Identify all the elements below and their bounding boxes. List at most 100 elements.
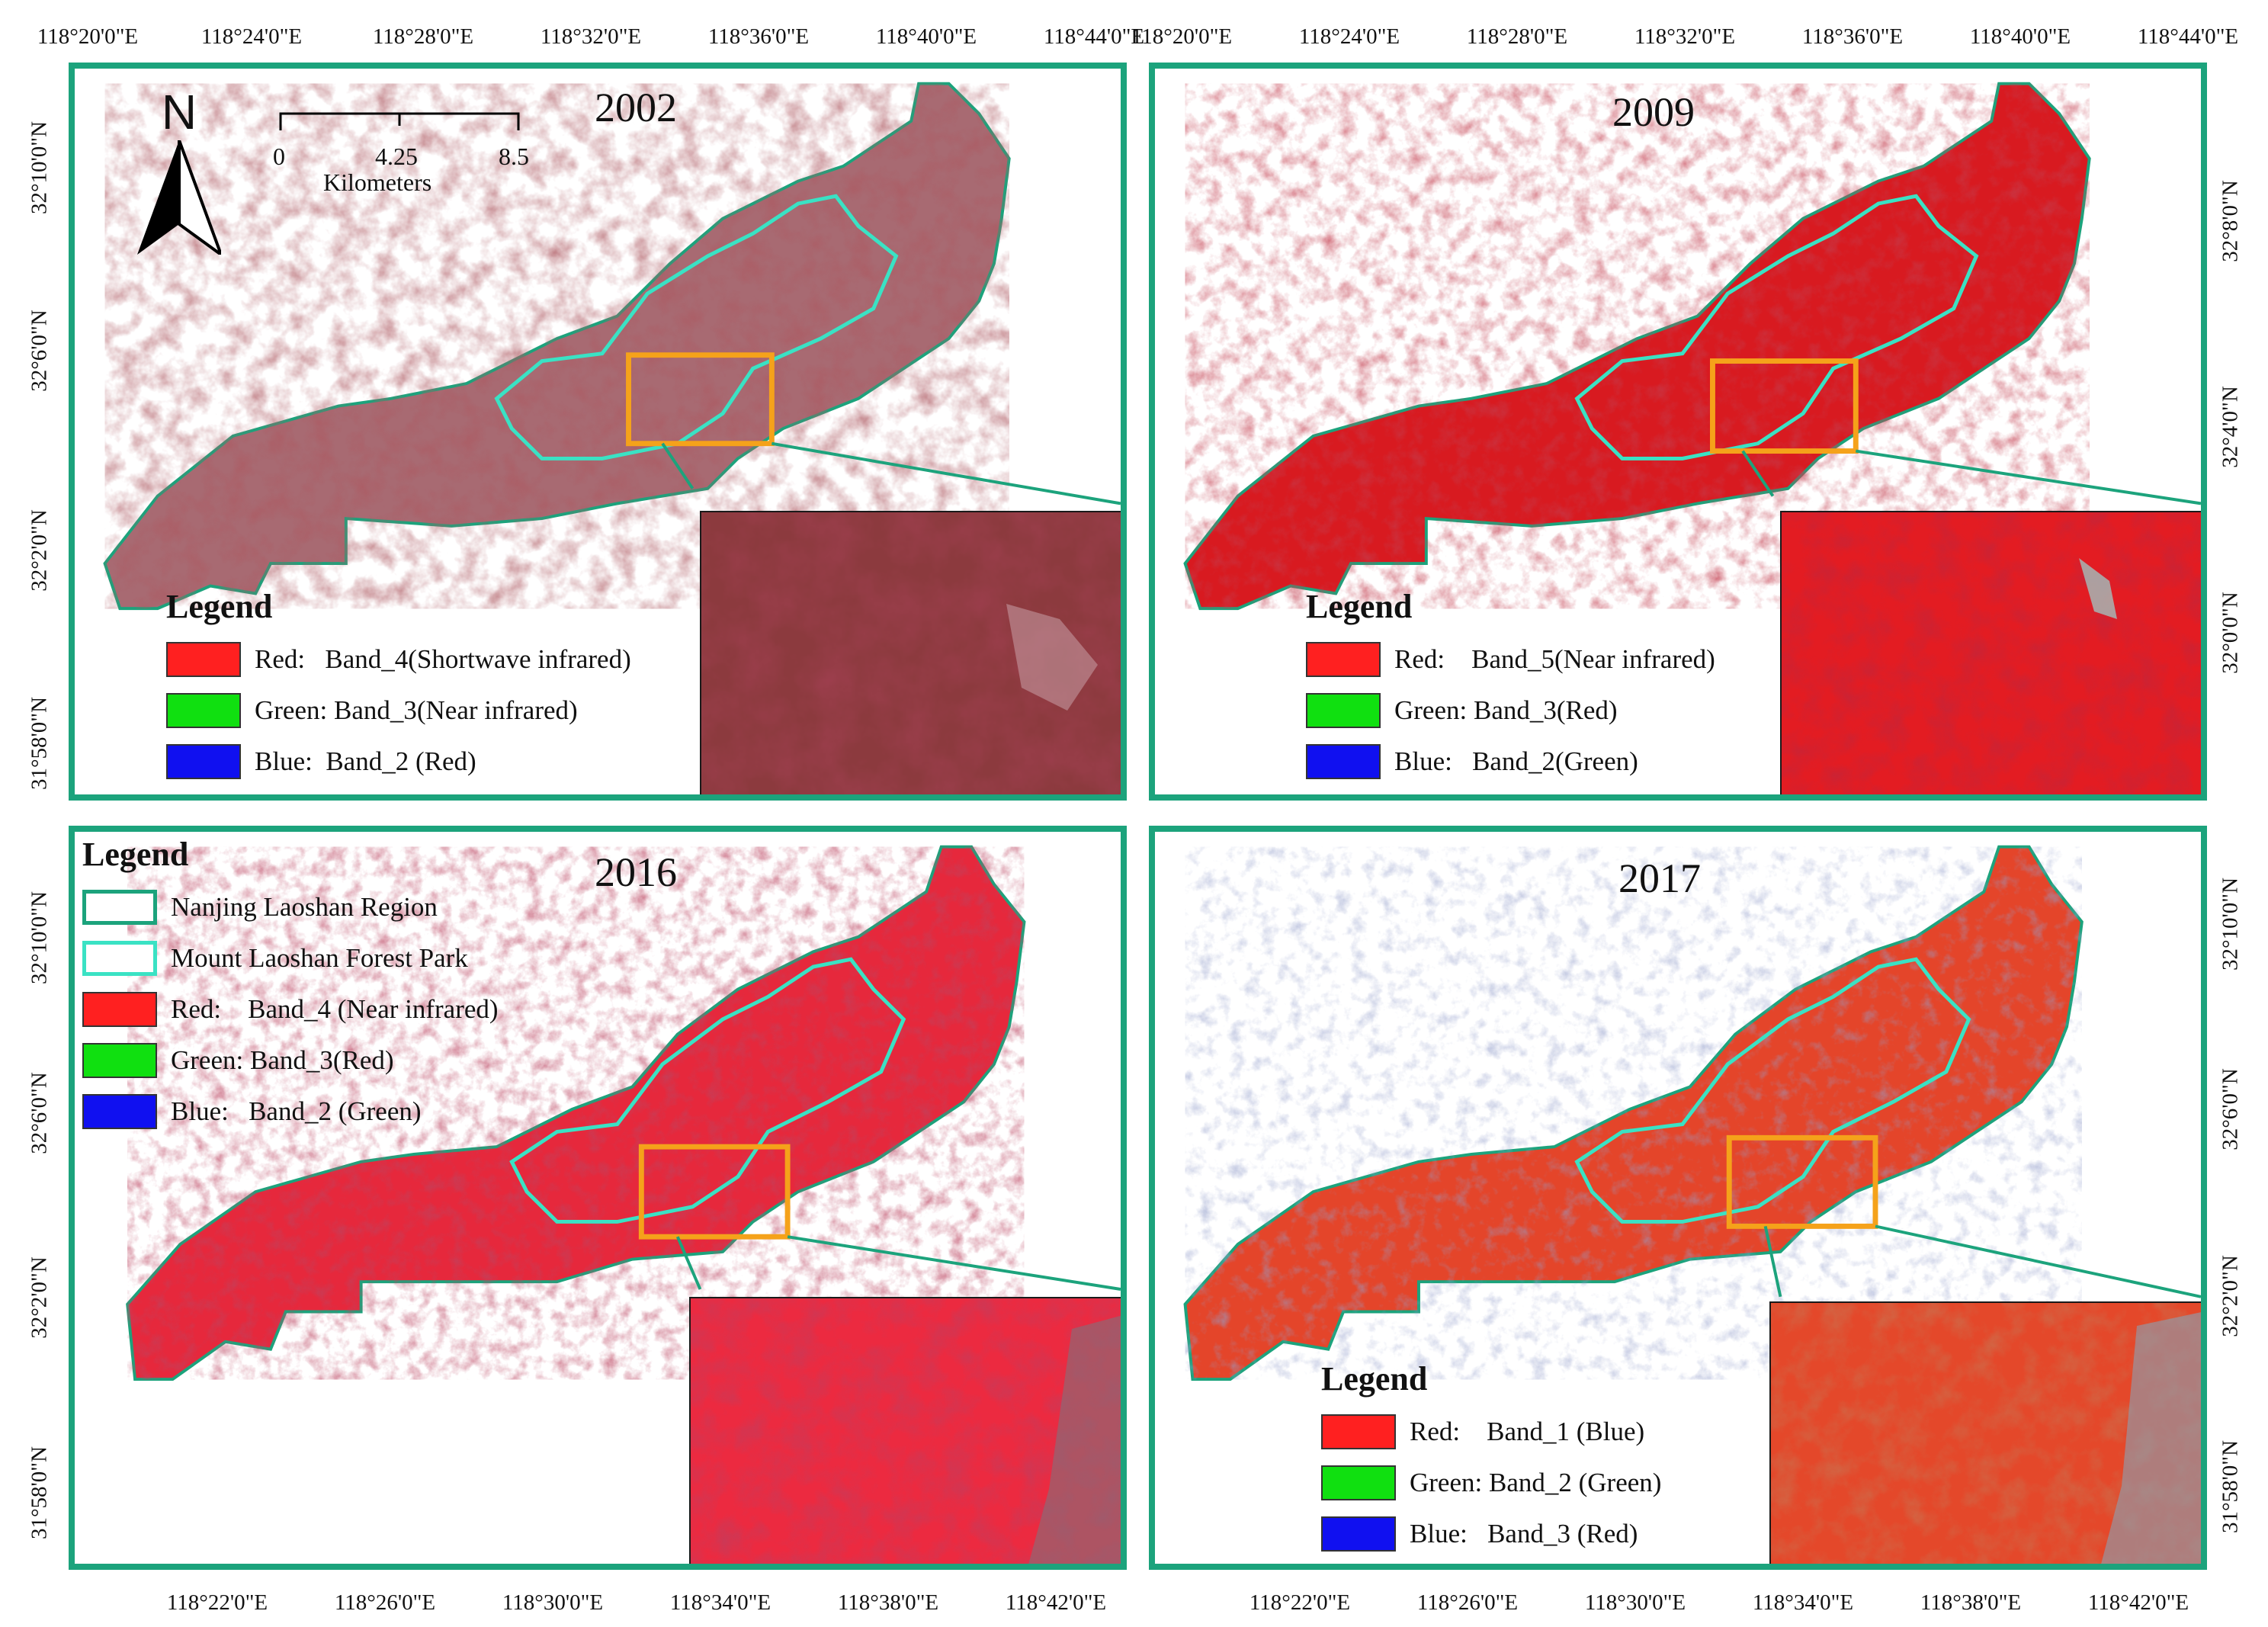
latitude-label: 31°58'0"N [2218, 1439, 2243, 1534]
legend-item-label: Blue: Band_3 (Red) [1410, 1518, 1638, 1548]
latitude-label: 32°6'0"N [27, 1072, 52, 1154]
zoom-box-2009 [1710, 358, 1859, 454]
legend-2002: Legend Red: Band_4(Shortwave infrared) Gr… [166, 587, 631, 787]
satellite-map-2017 [1183, 845, 2201, 1381]
longitude-label: 118°24'0"E [200, 24, 303, 49]
scale-tick-2: 8.5 [499, 143, 529, 170]
legend-item: Nanjing Laoshan Region [82, 881, 499, 932]
latitude-label: 31°58'0"N [27, 696, 52, 791]
map-panel-2016: 2016 Legend Nanjing Laoshan Region Mount … [69, 826, 1127, 1570]
latitude-label: 32°2'0"N [27, 1256, 52, 1339]
year-label-2016: 2016 [595, 849, 677, 895]
legend-item: Blue: Band_2 (Green) [82, 1086, 499, 1137]
forest-park-outline-2002 [494, 194, 899, 461]
legend-items-2009: Red: Band_5(Near infrared) Green: Band_3(… [1306, 634, 1715, 787]
latitude-label: 32°6'0"N [2218, 1068, 2243, 1150]
satellite-map-2009 [1183, 82, 2201, 611]
longitude-label: 118°28'0"E [1466, 24, 1568, 49]
latitude-label: 32°0'0"N [2218, 592, 2243, 674]
year-label-2009: 2009 [1612, 89, 1695, 135]
longitude-label: 118°28'0"E [372, 24, 474, 49]
legend-item: Red: Band_1 (Blue) [1321, 1406, 1661, 1457]
leader-line-b-2002 [772, 441, 1121, 505]
longitude-label: 118°22'0"E [1249, 1590, 1351, 1615]
legend-2017: Legend Red: Band_1 (Blue) Green: Band_2 (… [1321, 1359, 1661, 1559]
legend-title-2016: Legend [82, 836, 189, 873]
latitude-label: 32°10'0"N [27, 891, 52, 985]
band-color-swatch [166, 641, 241, 677]
latitude-label: 32°8'0"N [2218, 180, 2243, 262]
legend-item-label: Red: Band_1 (Blue) [1410, 1416, 1645, 1446]
longitude-label: 118°36'0"E [707, 24, 810, 49]
legend-item-label: Red: Band_5(Near infrared) [1394, 643, 1715, 674]
longitude-label: 118°36'0"E [1801, 24, 1904, 49]
legend-item-label: Green: Band_3(Red) [171, 1045, 394, 1075]
longitude-label: 118°20'0"E [37, 24, 139, 49]
leader-line-a-2017 [1763, 1225, 1782, 1298]
legend-title-2002: Legend [166, 588, 273, 625]
longitude-label: 118°32'0"E [1634, 24, 1736, 49]
satellite-map-2016 [126, 845, 1121, 1381]
band-color-swatch [166, 692, 241, 728]
leader-line-b-2017 [1875, 1224, 2201, 1298]
legend-item-label: Blue: Band_2(Green) [1394, 746, 1638, 776]
zoom-box-2017 [1726, 1134, 1878, 1229]
legend-item: Red: Band_5(Near infrared) [1306, 634, 1715, 685]
legend-item-label: Green: Band_2 (Green) [1410, 1467, 1662, 1497]
legend-item: Blue: Band_2 (Red) [166, 736, 631, 787]
north-arrow: N [137, 84, 225, 259]
zoom-inset-2017 [1769, 1301, 2201, 1564]
legend-items-2016: Nanjing Laoshan Region Mount Laoshan Fore… [82, 881, 499, 1137]
longitude-label: 118°40'0"E [1969, 24, 2071, 49]
latitude-label: 32°6'0"N [27, 310, 52, 392]
legend-item: Red: Band_4 (Near infrared) [82, 984, 499, 1035]
legend-2009: Legend Red: Band_5(Near infrared) Green: … [1306, 587, 1715, 787]
band-color-swatch [82, 1042, 157, 1078]
legend-item-label: Red: Band_4 (Near infrared) [171, 993, 499, 1024]
legend-item: Red: Band_4(Shortwave infrared) [166, 634, 631, 685]
latitude-label: 31°58'0"N [27, 1446, 52, 1540]
north-label: N [161, 85, 197, 140]
legend-2016: Legend Nanjing Laoshan Region Mount Laosh… [82, 835, 499, 1137]
region-outline-swatch [82, 889, 157, 925]
latitude-label: 32°10'0"N [2218, 877, 2243, 971]
forest-park-outline-2017 [1574, 957, 1971, 1224]
scale-tick-0: 0 [273, 143, 285, 170]
leader-line-a-2002 [661, 442, 695, 489]
map-panel-2017: 2017 Legend Red: Band_1 (Blue) Green: Ban… [1149, 826, 2207, 1570]
legend-item-label: Blue: Band_2 (Green) [171, 1096, 422, 1126]
leader-line-a-2016 [675, 1236, 702, 1290]
scale-tick-1: 4.25 [375, 143, 418, 170]
longitude-label: 118°40'0"E [875, 24, 977, 49]
latitude-label: 32°2'0"N [27, 509, 52, 592]
legend-item-label: Nanjing Laoshan Region [171, 891, 438, 922]
map-panel-2002: N 0 4.25 8.5 Kilometers 2002 Legend Red:… [69, 63, 1127, 801]
longitude-label: 118°34'0"E [669, 1590, 772, 1615]
longitude-label: 118°22'0"E [166, 1590, 268, 1615]
legend-item-label: Green: Band_3(Near infrared) [255, 695, 578, 725]
latitude-label: 32°10'0"N [27, 120, 52, 215]
region-texture-2016 [127, 846, 1025, 1380]
longitude-label: 118°26'0"E [334, 1590, 436, 1615]
satellite-map-2002 [103, 82, 1121, 611]
longitude-label: 118°32'0"E [540, 24, 642, 49]
latitude-label: 32°4'0"N [2218, 386, 2243, 468]
zoom-inset-2016 [689, 1297, 1121, 1564]
longitude-label: 118°26'0"E [1416, 1590, 1519, 1615]
zoom-inset-2009 [1780, 511, 2201, 794]
legend-item: Blue: Band_3 (Red) [1321, 1508, 1661, 1559]
band-color-swatch [82, 991, 157, 1027]
longitude-label: 118°24'0"E [1298, 24, 1400, 49]
legend-items-2002: Red: Band_4(Shortwave infrared) Green: Ba… [166, 634, 631, 787]
longitude-label: 118°30'0"E [1584, 1590, 1686, 1615]
leader-line-b-2009 [1855, 449, 2201, 505]
longitude-label: 118°38'0"E [1920, 1590, 2022, 1615]
band-color-swatch [1306, 641, 1381, 677]
legend-item: Green: Band_3(Red) [82, 1035, 499, 1086]
band-color-swatch [82, 1093, 157, 1129]
legend-item: Green: Band_3(Near infrared) [166, 685, 631, 736]
longitude-label: 118°30'0"E [502, 1590, 604, 1615]
scale-bar-line [279, 112, 520, 130]
band-color-swatch [1306, 743, 1381, 779]
north-arrow-icon [137, 140, 225, 259]
